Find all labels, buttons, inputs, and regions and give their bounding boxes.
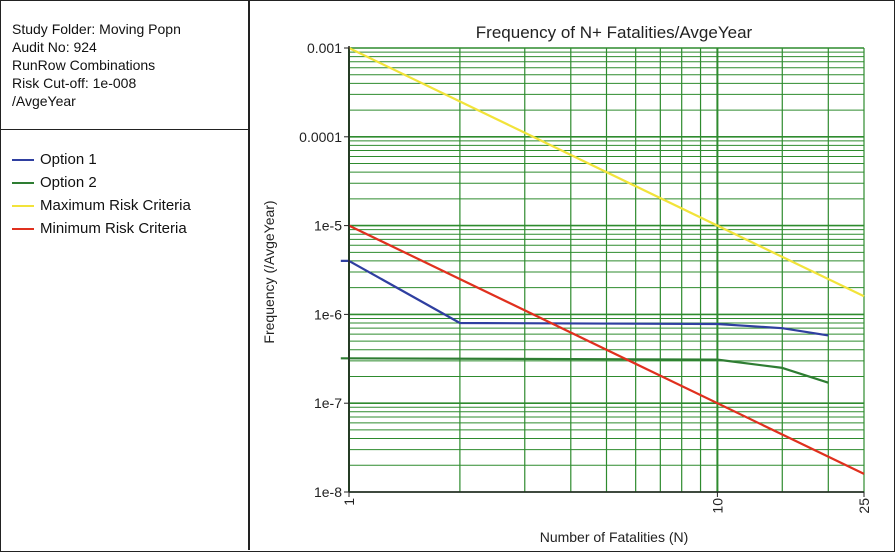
y-tick-label: 0.001 bbox=[307, 40, 342, 56]
y-tick-label: 0.0001 bbox=[299, 129, 342, 145]
series-line bbox=[340, 259, 829, 337]
x-tick-label: 25 bbox=[856, 498, 872, 514]
legend-swatch bbox=[12, 227, 34, 230]
units-label: /AvgeYear bbox=[12, 93, 76, 109]
legend-item-option-1: Option 1 bbox=[12, 148, 248, 171]
legend-swatch bbox=[12, 181, 34, 184]
series-line bbox=[340, 357, 829, 384]
x-tick-label: 10 bbox=[709, 498, 725, 514]
legend: Option 1 Option 2 Maximum Risk Criteria … bbox=[0, 130, 248, 240]
series-lines bbox=[340, 47, 865, 475]
legend-label: Option 1 bbox=[40, 151, 97, 168]
study-info-box: Study Folder: Moving Popn Audit No: 924 … bbox=[0, 0, 248, 130]
legend-item-option-2: Option 2 bbox=[12, 171, 248, 194]
legend-item-minimum-risk: Minimum Risk Criteria bbox=[12, 217, 248, 240]
legend-item-maximum-risk: Maximum Risk Criteria bbox=[12, 194, 248, 217]
y-tick-label: 1e-8 bbox=[314, 484, 342, 500]
legend-swatch bbox=[12, 204, 34, 207]
run-row-label: RunRow Combinations bbox=[12, 57, 156, 73]
legend-label: Minimum Risk Criteria bbox=[40, 220, 187, 237]
axes: 0.001 0.0001 1e-5 1e-6 1e-7 1e-81 10 25 bbox=[299, 40, 872, 514]
series-line bbox=[348, 47, 865, 298]
chart-title: Frequency of N+ Fatalities/AvgeYear bbox=[476, 23, 753, 42]
legend-label: Option 2 bbox=[40, 174, 97, 191]
x-axis-title: Number of Fatalities (N) bbox=[540, 529, 689, 545]
legend-label: Maximum Risk Criteria bbox=[40, 197, 191, 214]
y-tick-label: 1e-6 bbox=[314, 306, 342, 322]
y-axis-title: Frequency (/AvgeYear) bbox=[261, 200, 277, 343]
left-panel: Study Folder: Moving Popn Audit No: 924 … bbox=[0, 0, 250, 550]
grid bbox=[348, 47, 865, 493]
x-tick-label: 1 bbox=[341, 498, 357, 506]
series-line bbox=[348, 224, 865, 475]
fn-curve-chart: Frequency of N+ Fatalities/AvgeYear 0.00… bbox=[261, 23, 872, 545]
y-tick-label: 1e-7 bbox=[314, 395, 342, 411]
risk-cutoff-label: Risk Cut-off: 1e-008 bbox=[12, 75, 137, 91]
legend-swatch bbox=[12, 158, 34, 161]
chart-area: Frequency of N+ Fatalities/AvgeYear 0.00… bbox=[252, 0, 894, 550]
audit-number-label: Audit No: 924 bbox=[12, 39, 97, 55]
study-folder-label: Study Folder: Moving Popn bbox=[12, 21, 181, 37]
y-tick-label: 1e-5 bbox=[314, 218, 342, 234]
